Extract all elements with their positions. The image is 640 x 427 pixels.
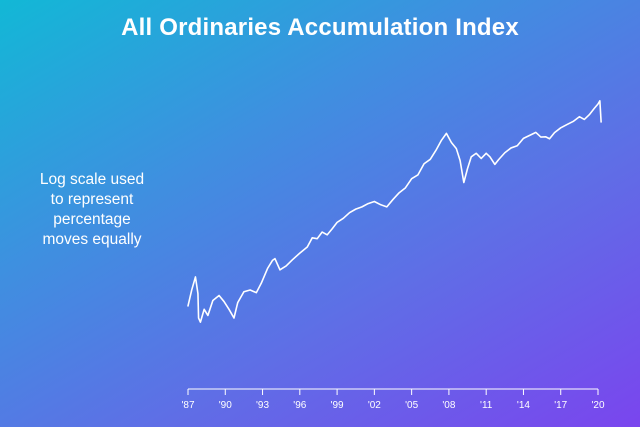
x-tick-label: '02: [368, 400, 381, 411]
x-tick-label: '20: [591, 400, 604, 411]
note-line: percentage: [53, 211, 131, 228]
x-tick-label: '99: [331, 400, 344, 411]
x-tick-label: '87: [181, 400, 194, 411]
x-tick-label: '05: [405, 400, 418, 411]
series-line: [187, 99, 602, 323]
note-line: Log scale used: [39, 171, 145, 188]
note-line: moves equally: [42, 231, 142, 248]
x-tick-label: '90: [219, 400, 232, 411]
x-tick-label: '96: [293, 400, 306, 411]
x-axis: '87 '90 '93 '96 '99 '02 '05 '08 '11 '14 '17 '20: [181, 388, 605, 411]
x-tick-label: '11: [480, 400, 493, 411]
log-scale-note: Log scale used to represent percentage m…: [8, 170, 176, 250]
x-tick-label: '17: [554, 400, 567, 411]
x-tick-label: '93: [256, 400, 269, 411]
note-line: to represent: [50, 191, 134, 208]
x-tick-label: '08: [442, 400, 455, 411]
chart-title: All Ordinaries Accumulation Index: [121, 14, 519, 41]
series-group: [187, 99, 602, 323]
x-tick-label: '14: [517, 400, 530, 411]
